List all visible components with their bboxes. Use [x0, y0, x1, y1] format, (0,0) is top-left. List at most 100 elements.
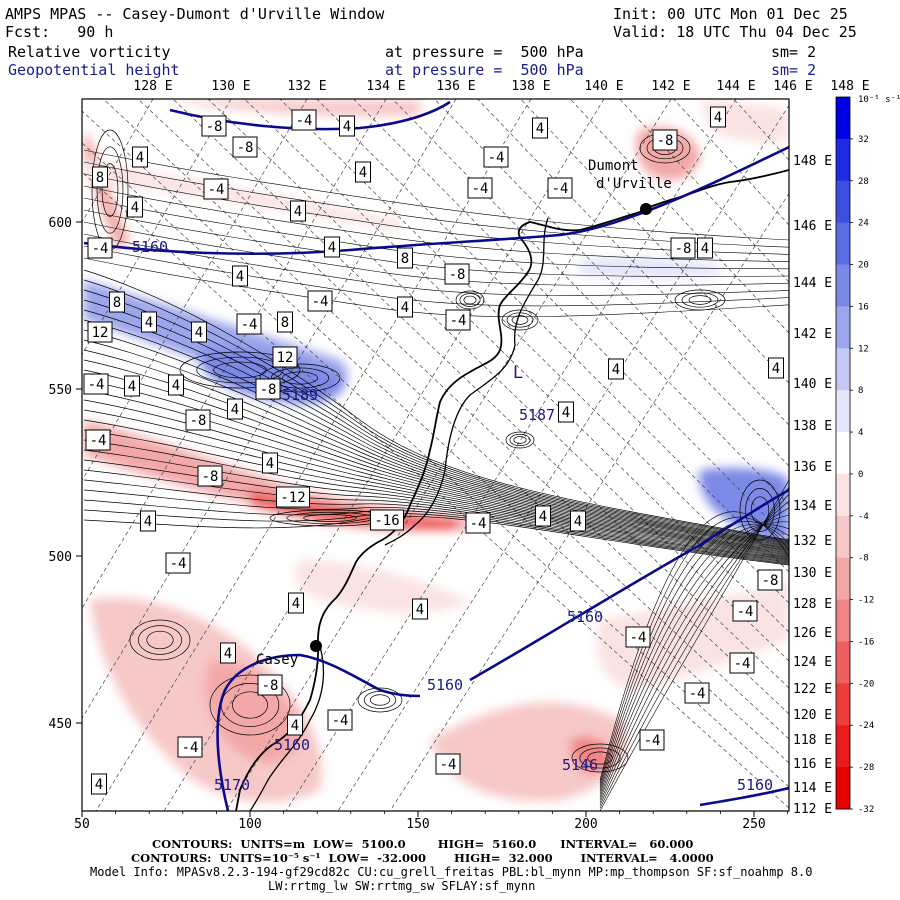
colorbar-swatch [836, 641, 850, 684]
vorticity-label: 4 [608, 358, 624, 380]
vorticity-label: 4 [339, 115, 355, 137]
x-tick-label: 200 [574, 817, 597, 832]
latitude-label: 120 E [793, 708, 832, 723]
latitude-label: 122 E [793, 682, 832, 697]
height-label: 5160 [427, 676, 463, 694]
vorticity-isoline [463, 295, 477, 305]
latitude-label: 130 E [793, 566, 832, 581]
height-label: 5187 [519, 406, 555, 424]
vorticity-isoline [674, 289, 726, 311]
svg-text:-8: -8 [206, 119, 223, 135]
vorticity-label: 4 [710, 106, 726, 128]
vorticity-isoline [83, 319, 789, 546]
x-tick-label: 50 [74, 817, 90, 832]
vorticity-isoline [83, 279, 789, 542]
height-label: 5160 [274, 736, 310, 754]
vorticity-isoline [83, 409, 789, 555]
shade-region [580, 257, 720, 279]
svg-text:4: 4 [539, 509, 547, 525]
colorbar-label: -28 [858, 763, 874, 773]
svg-text:4: 4 [128, 379, 136, 395]
vorticity-isoline [509, 433, 531, 447]
colorbar-swatch [836, 348, 850, 391]
colorbar: 10⁻⁵ s⁻¹ 32 28 24 20 16 12 8 4 0 -4 -8 -12 -16 -20 -24 -… [835, 95, 900, 815]
vorticity-label: -8 [652, 129, 678, 151]
latitude-label: 140 E [793, 377, 832, 392]
height-contour [216, 653, 421, 811]
contour-labels: 5160 5160 5160 5160 5160 5146 5187 5189 5170 -8 -4… [83, 106, 784, 795]
colorbar-swatch [836, 306, 850, 349]
vorticity-label: -4 [327, 709, 353, 731]
latitude-label: 144 E [793, 276, 832, 291]
vorticity-label: -4 [236, 313, 262, 335]
vorticity-isoline [259, 363, 341, 393]
plot-frame [81, 98, 790, 812]
vorticity-label: 4 [191, 321, 207, 343]
vorticity-isoline [513, 436, 527, 444]
vorticity-isoline [83, 489, 789, 563]
vorticity-label: 4 [532, 117, 548, 139]
svg-text:-4: -4 [644, 733, 661, 749]
svg-text:4: 4 [416, 602, 424, 618]
station-dumont-durville: Dumont d'Urville [588, 158, 672, 215]
parallel-line [82, 171, 789, 809]
svg-text:-4: -4 [488, 150, 505, 166]
latitude-label: 116 E [793, 757, 832, 772]
svg-text:8: 8 [281, 315, 289, 331]
latitude-label: 138 E [793, 419, 832, 434]
parallel-line [316, 99, 789, 573]
vorticity-label: 4 [262, 452, 278, 474]
parallel-line [392, 99, 789, 506]
vorticity-label: -4 [729, 652, 755, 674]
vorticity-isoline [83, 289, 789, 543]
inland-coastline [249, 639, 325, 811]
svg-text:-4: -4 [552, 181, 569, 197]
longitude-label: 136 E [436, 79, 475, 94]
low-marker: L [513, 363, 523, 383]
meridian-line [82, 99, 308, 482]
vorticity-isoline [83, 349, 789, 549]
longitude-label: 146 E [773, 79, 812, 94]
latitude-label: 132 E [793, 534, 832, 549]
vorticity-label: -4 [85, 429, 111, 451]
meridian-line [95, 99, 532, 811]
footer-physics: LW:rrtmg_lw SW:rrtmg_sw SFLAY:sf_mynn [268, 879, 536, 893]
colorbar-swatch [836, 599, 850, 642]
latitude-label: 134 E [793, 499, 832, 514]
svg-text:4: 4 [144, 514, 152, 530]
parallel-line [137, 99, 789, 715]
vorticity-isoline [745, 488, 775, 532]
vorticity-isoline [83, 429, 789, 557]
meridian-line [285, 99, 737, 811]
vorticity-label: 4 [397, 296, 413, 318]
vorticity-isoline [83, 479, 789, 562]
vorticity-isoline [303, 514, 357, 522]
vorticity-isoline [101, 163, 119, 217]
svg-text:8: 8 [96, 170, 104, 186]
antarctic-coastline [235, 169, 789, 811]
vorticity-isoline [599, 507, 789, 800]
vorticity-label: 4 [570, 510, 586, 532]
vorticity-isoline [83, 329, 789, 547]
vorticity-isoline [599, 524, 789, 789]
colorbar-swatch [836, 725, 850, 768]
vorticity-isoline [83, 173, 789, 255]
footer-height-contours: CONTOURS: UNITS=m LOW= 5100.0 HIGH= 5160… [152, 837, 694, 851]
vorticity-label: 4 [127, 196, 143, 218]
svg-text:4: 4 [231, 402, 239, 418]
y-tick-label: 500 [49, 550, 72, 565]
parallel-line [82, 142, 789, 788]
vorticity-isoline [505, 431, 535, 449]
vorticity-label: 4 [535, 505, 551, 527]
svg-text:4: 4 [562, 405, 570, 421]
vorticity-label: 4 [288, 592, 304, 614]
svg-text:4: 4 [266, 456, 274, 472]
vorticity-isoline [179, 351, 301, 389]
colorbar-label: 28 [858, 177, 869, 187]
map-title: AMPS MPAS -- Casey-Dumont d'Urville Wind… [5, 5, 385, 23]
svg-text:-4: -4 [689, 686, 706, 702]
y-tick-label: 550 [49, 383, 72, 398]
vorticity-label: -8 [201, 115, 227, 137]
svg-text:4: 4 [612, 362, 620, 378]
vorticity-isoline [232, 691, 268, 719]
